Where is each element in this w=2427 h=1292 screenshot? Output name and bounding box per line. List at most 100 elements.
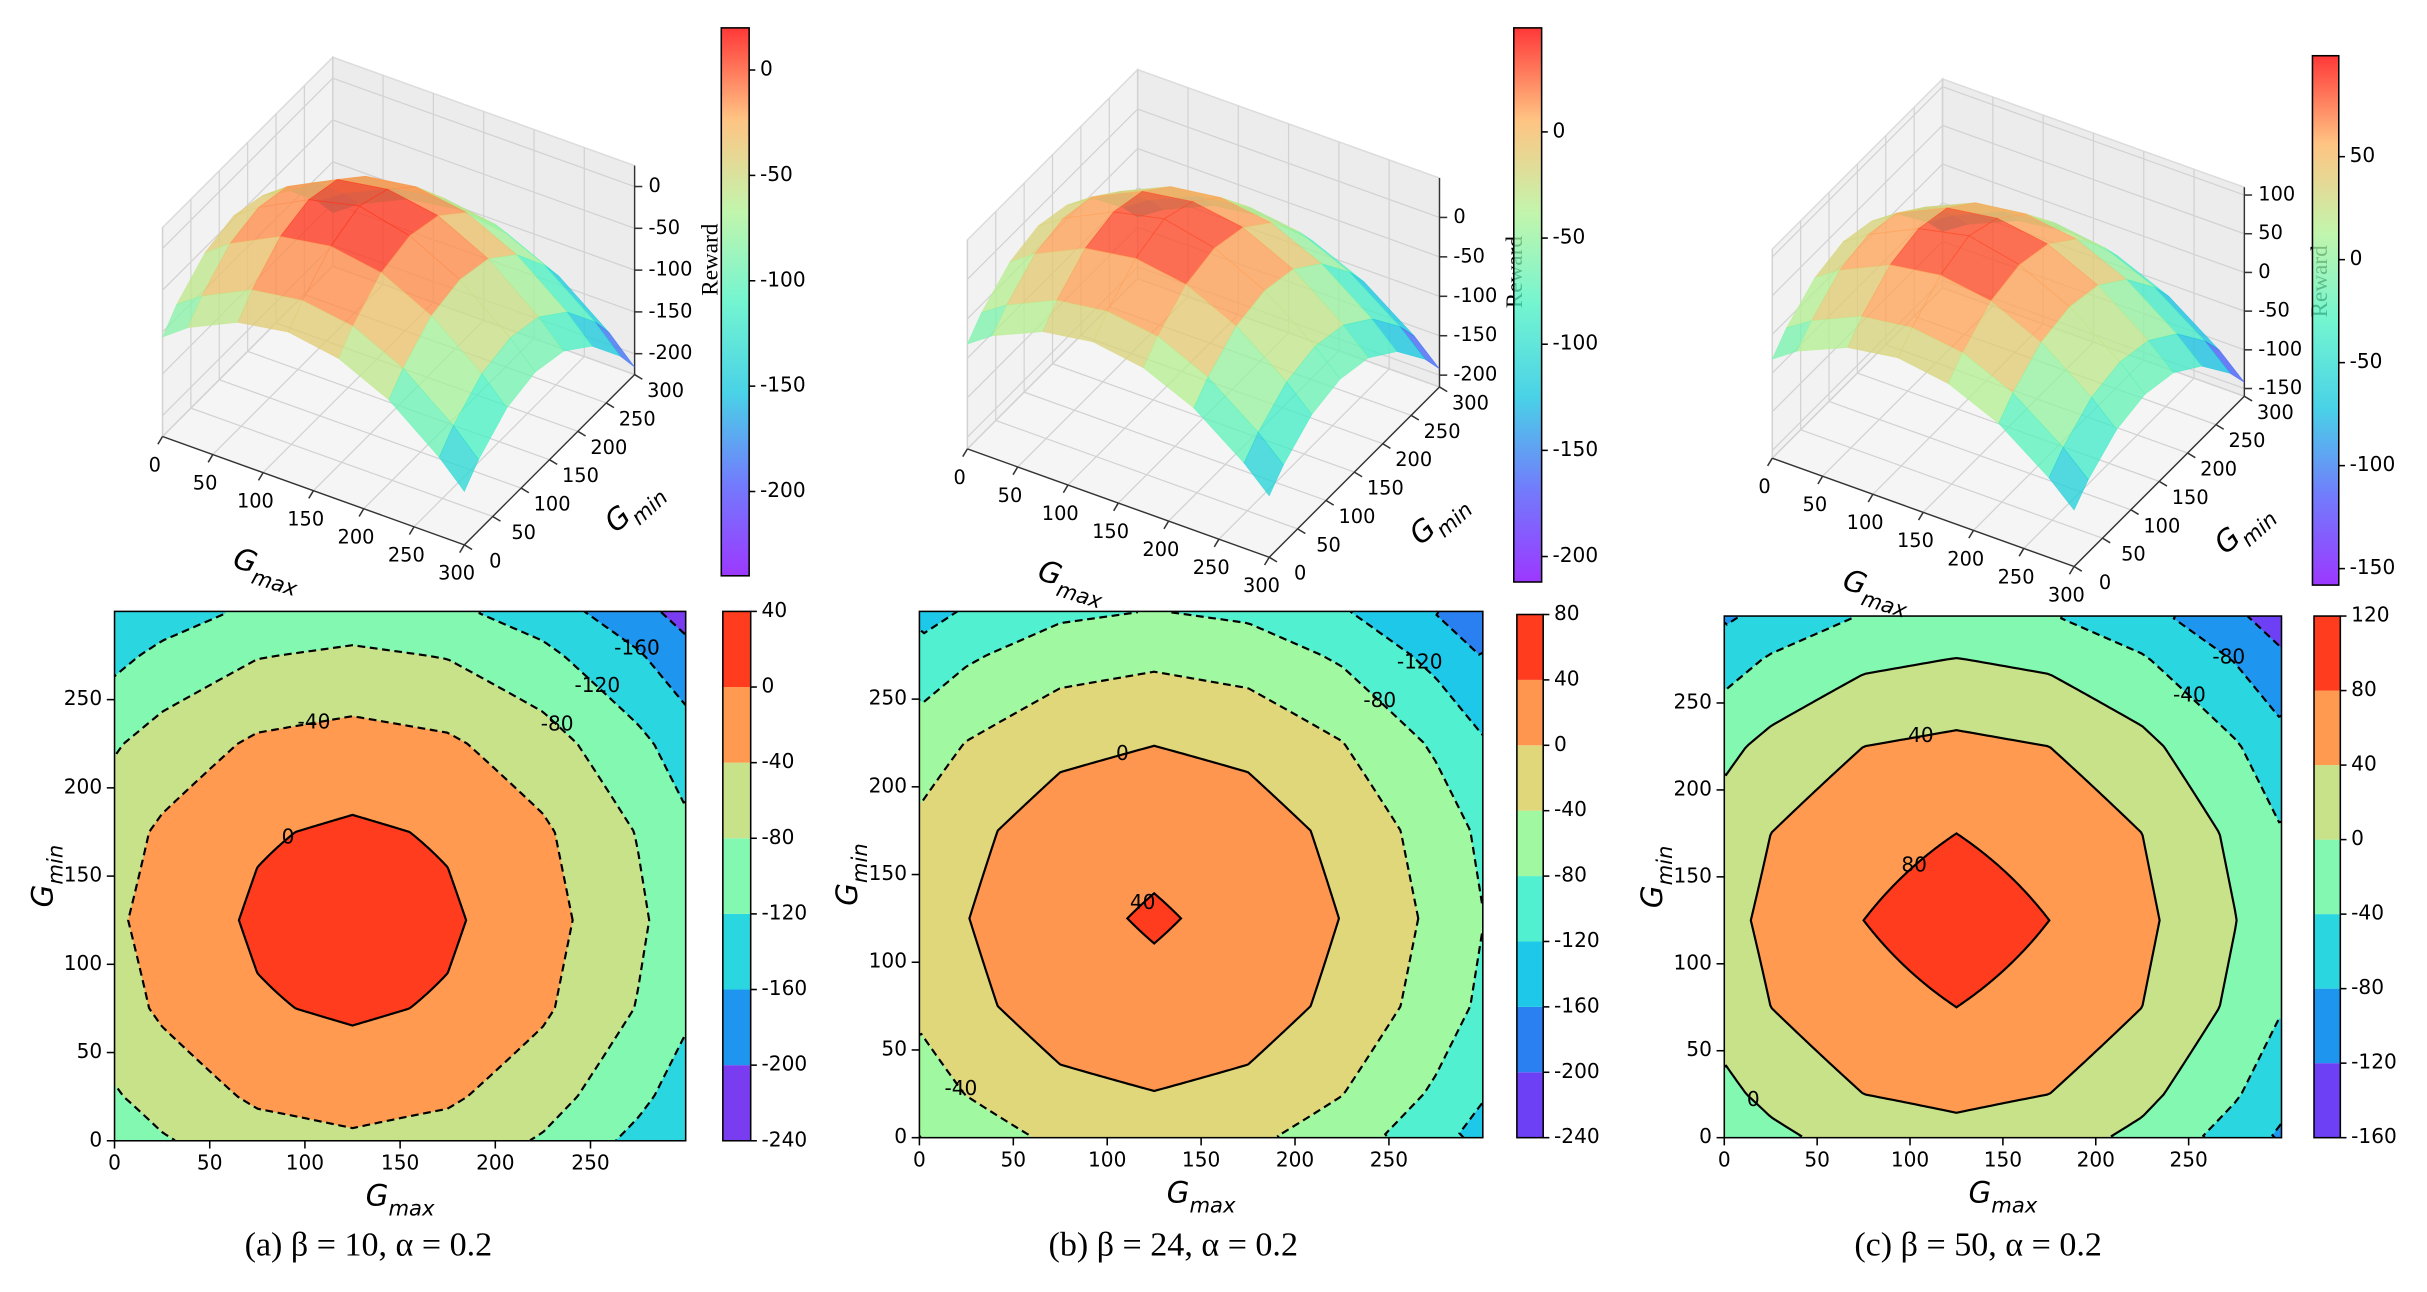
x-tick — [1213, 538, 1220, 548]
colorbar-band — [2314, 914, 2341, 989]
y-tick-label: 50 — [77, 1039, 103, 1063]
colorbar-band — [2314, 839, 2341, 915]
y-tick-label: 0 — [2099, 571, 2111, 594]
axis-label: Gmax — [1837, 562, 1916, 622]
grid-line — [1137, 147, 1440, 258]
z-tick-label: 0 — [2258, 260, 2270, 283]
x-tick-label: 150 — [287, 508, 324, 531]
colorbar-tick-label: -200 — [762, 1052, 808, 1076]
contour-line — [237, 813, 468, 1027]
axis-label-base: G — [366, 1178, 389, 1212]
y-tick-label: 50 — [1316, 533, 1341, 556]
colorbar-band — [722, 762, 751, 839]
colorbar-tick-label: -80 — [2351, 975, 2384, 999]
colorbar-tick-label: 40 — [2351, 752, 2377, 776]
surface-plot: 0 50 100 150 200 250 300 0 50 100 150 200 250 300 -200… — [953, 67, 1528, 613]
x-tick-label: 200 — [1276, 1147, 1314, 1171]
x-tick-label: 50 — [998, 484, 1023, 507]
y-tick-label: 250 — [1674, 689, 1712, 713]
x-tick-label: 0 — [149, 453, 161, 476]
y-tick-label: 100 — [869, 949, 907, 973]
colorbar-tick-label: 120 — [2351, 603, 2389, 627]
x-tick-label: 50 — [1001, 1147, 1027, 1171]
z-tick-label: -100 — [2258, 337, 2302, 360]
colorbar-tick-label: -160 — [2351, 1124, 2397, 1148]
grid-line — [1771, 124, 1943, 297]
contour-label: 80 — [1901, 852, 1927, 876]
y-tick — [2215, 423, 2225, 430]
colorbar-band — [1516, 810, 1544, 877]
colorbar-tick-label: 40 — [762, 598, 788, 622]
colorbar-band — [722, 1065, 751, 1141]
x-tick-label: 200 — [1142, 538, 1179, 561]
grid-line — [1771, 86, 1943, 258]
contour-line — [1125, 891, 1183, 945]
x-tick — [1968, 530, 1975, 539]
contour-label: 40 — [1908, 723, 1934, 747]
colorbar-frame — [722, 610, 752, 1142]
z-tick-label: 0 — [1453, 205, 1465, 228]
colorbar-frame — [2313, 615, 2342, 1139]
y-tick-label: 0 — [1294, 562, 1306, 585]
z-tick-label: -200 — [649, 341, 693, 364]
y-tick — [2243, 395, 2253, 402]
colorbar-tick-label: -50 — [1552, 225, 1585, 249]
x-tick-label: 0 — [108, 1150, 121, 1174]
colorbar-tick-label: -160 — [1554, 993, 1600, 1017]
grid-line — [966, 108, 1139, 280]
colorbar-tick-label: -200 — [1552, 543, 1598, 567]
x-tick-label: 50 — [1804, 1147, 1830, 1171]
contour-plot: 0 -40 -80-120 -160 — [114, 611, 686, 1141]
colorbar-tick-label: -100 — [760, 267, 806, 291]
x-tick — [459, 544, 466, 553]
z-tick-label: -200 — [1453, 363, 1497, 386]
y-tick — [1297, 528, 1306, 535]
colorbar-tick-label: -200 — [1554, 1059, 1600, 1083]
y-tick-label: 300 — [647, 379, 684, 402]
colorbar-band — [1516, 876, 1544, 942]
colorbar-band — [1516, 679, 1544, 746]
x-tick-label: 0 — [953, 466, 965, 489]
caption: (a) β = 10, α = 0.2 — [245, 1226, 493, 1263]
grid-line — [1942, 124, 2245, 235]
colorbar-tick-label: 0 — [2351, 826, 2364, 850]
y-tick-label: 200 — [1674, 776, 1712, 800]
z-tick-label: -100 — [1453, 284, 1497, 307]
colorbar-tick-label: -40 — [2351, 901, 2384, 925]
colorbar-tick-label: -120 — [762, 900, 808, 924]
x-tick-label: 300 — [438, 562, 475, 585]
y-tick — [463, 544, 473, 551]
axis-label: Gmax — [366, 1178, 435, 1220]
colorbar-tick-label: 0 — [1552, 118, 1565, 142]
z-tick-label: 50 — [2258, 221, 2283, 244]
caption: (b) β = 24, α = 0.2 — [1049, 1226, 1298, 1263]
y-tick — [1382, 443, 1391, 450]
x-tick-label: 200 — [476, 1150, 514, 1174]
x-tick — [207, 454, 214, 463]
contour-line — [919, 670, 1420, 1138]
z-tick-label: -150 — [1453, 323, 1497, 346]
x-tick — [2068, 566, 2075, 575]
colorbar-tick-label: 0 — [1554, 732, 1567, 756]
colorbar-tick-label: -50 — [760, 162, 793, 186]
colorbar-tick-label: -150 — [760, 373, 806, 397]
y-tick-label: 150 — [64, 863, 102, 887]
z-tick-label: -150 — [649, 299, 693, 322]
colorbar-tick-label: -240 — [762, 1127, 808, 1151]
axis-label: Gmin — [597, 471, 672, 544]
colorbar-tick-label: 0 — [2350, 246, 2363, 270]
contour-label: 0 — [1116, 741, 1129, 765]
colorbar-tick-label: -40 — [1554, 797, 1587, 821]
x-tick — [1766, 457, 1773, 467]
x-tick-label: 250 — [1370, 1147, 1408, 1171]
axis-label-sub: min — [42, 845, 67, 885]
x-tick-label: 50 — [1803, 493, 1828, 516]
x-tick — [1263, 556, 1270, 566]
x-tick-label: 250 — [571, 1150, 609, 1174]
contour-band — [1863, 833, 2050, 1008]
y-tick-label: 150 — [1674, 863, 1712, 887]
z-axis-label: Reward — [697, 223, 723, 296]
y-tick-label: 50 — [2121, 543, 2146, 566]
